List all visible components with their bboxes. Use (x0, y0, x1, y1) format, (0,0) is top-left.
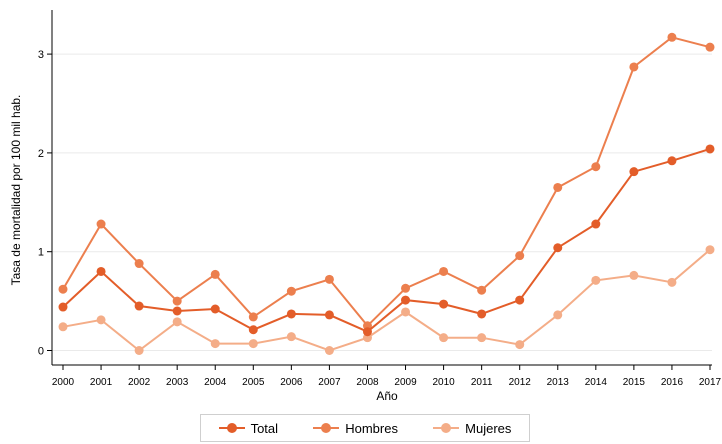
data-point-hombres (553, 182, 563, 192)
data-point-mujeres (134, 346, 144, 355)
data-point-mujeres (324, 346, 334, 355)
data-point-total (324, 310, 334, 320)
x-tick-label: 2010 (432, 377, 455, 388)
data-point-total (286, 309, 296, 319)
legend-label-mujeres: Mujeres (465, 420, 512, 436)
data-point-mujeres (248, 339, 258, 349)
data-point-mujeres (286, 332, 296, 342)
x-tick-label: 2013 (547, 377, 570, 388)
x-tick-label: 2017 (699, 377, 722, 388)
data-point-hombres (324, 274, 334, 284)
data-point-mujeres (172, 317, 182, 327)
data-point-mujeres (515, 340, 525, 350)
series-line-hombres (62, 36, 711, 328)
data-point-total (705, 144, 715, 154)
legend-item-total: Total (218, 420, 279, 436)
data-point-total (629, 167, 639, 177)
data-point-total (591, 219, 601, 229)
x-tick-label: 2008 (356, 377, 379, 388)
data-point-total (172, 306, 182, 316)
y-tick-label: 0 (38, 346, 44, 358)
x-tick-label: 2000 (52, 377, 75, 388)
data-point-hombres (477, 285, 487, 295)
data-point-total (477, 309, 487, 319)
x-tick-label: 2004 (204, 377, 227, 388)
data-point-mujeres (401, 307, 411, 317)
data-point-hombres (401, 283, 411, 293)
data-point-hombres (705, 42, 715, 52)
data-point-hombres (629, 62, 639, 72)
data-point-total (553, 243, 563, 253)
x-tick-label: 2003 (166, 377, 189, 388)
data-point-hombres (439, 266, 449, 276)
legend-swatch-total (218, 423, 245, 433)
data-point-total (439, 299, 449, 309)
data-point-mujeres (210, 339, 220, 349)
data-point-hombres (96, 219, 106, 229)
data-point-hombres (58, 284, 68, 294)
data-point-total (362, 327, 372, 337)
data-point-hombres (172, 296, 182, 306)
series-line-mujeres (62, 248, 711, 352)
data-point-total (401, 295, 411, 305)
legend-swatch-hombres (313, 423, 340, 433)
x-axis-title: Año (376, 389, 398, 403)
data-point-mujeres (96, 315, 106, 325)
y-tick-label: 1 (38, 247, 44, 259)
x-tick-label: 2014 (585, 377, 608, 388)
series-line-total (62, 147, 711, 333)
data-point-total (515, 295, 525, 305)
data-point-total (210, 304, 220, 314)
legend-item-mujeres: Mujeres (433, 421, 511, 436)
data-point-mujeres (667, 277, 677, 287)
data-point-mujeres (629, 270, 639, 280)
series-layer (58, 32, 715, 355)
data-point-total (96, 266, 106, 276)
data-point-total (248, 325, 258, 335)
data-point-mujeres (705, 245, 715, 255)
legend-item-hombres: Hombres (313, 421, 398, 436)
legend-label-hombres: Hombres (345, 420, 398, 436)
data-point-mujeres (58, 322, 68, 332)
data-point-total (667, 156, 677, 166)
x-tick-label: 2007 (318, 377, 341, 388)
data-point-total (134, 301, 144, 311)
x-tick-label: 2001 (90, 377, 113, 388)
x-tick-label: 2016 (661, 377, 684, 388)
legend-label-total: Total (250, 420, 279, 436)
legend-swatch-mujeres (433, 423, 460, 433)
data-point-hombres (667, 32, 677, 42)
data-point-total (58, 302, 68, 312)
x-tick-label: 2006 (280, 377, 303, 388)
y-tick-label: 3 (38, 49, 44, 61)
data-point-mujeres (553, 310, 563, 320)
y-tick-label: 2 (38, 148, 44, 160)
data-point-hombres (134, 259, 144, 269)
x-tick-label: 2011 (471, 377, 493, 388)
data-point-hombres (210, 269, 220, 279)
data-point-mujeres (439, 333, 449, 343)
x-tick-label: 2012 (509, 377, 532, 388)
y-axis-title: Tasa de mortalidad por 100 mil hab. (9, 95, 23, 286)
data-point-mujeres (477, 333, 487, 343)
data-point-hombres (286, 286, 296, 296)
axes: 0 1 2 3 2000 2001 2002 2003 2004 2005 2006 2007 2008… (38, 10, 722, 388)
data-point-hombres (515, 251, 525, 261)
data-point-hombres (591, 162, 601, 172)
data-point-hombres (248, 312, 258, 322)
x-tick-label: 2015 (623, 377, 646, 388)
legend: Total Hombres Mujeres (200, 414, 530, 442)
x-tick-label: 2002 (128, 377, 151, 388)
gridlines (52, 53, 712, 351)
x-tick-label: 2005 (242, 377, 265, 388)
x-tick-label: 2009 (394, 377, 417, 388)
data-point-mujeres (591, 275, 601, 285)
